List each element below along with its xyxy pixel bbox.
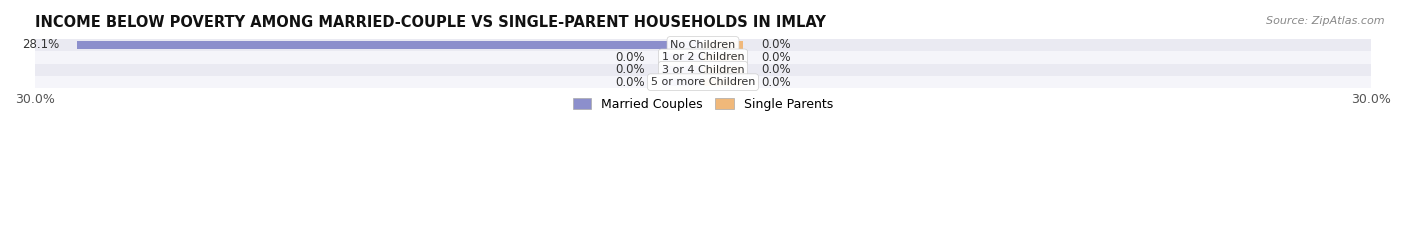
Legend: Married Couples, Single Parents: Married Couples, Single Parents — [568, 93, 838, 116]
Text: 0.0%: 0.0% — [616, 63, 645, 76]
Text: 0.0%: 0.0% — [616, 76, 645, 89]
Bar — [703, 78, 744, 86]
Text: 28.1%: 28.1% — [22, 38, 59, 51]
Text: 0.0%: 0.0% — [616, 51, 645, 64]
Bar — [35, 51, 1371, 64]
Bar — [662, 66, 703, 74]
Bar — [35, 76, 1371, 88]
Text: 1 or 2 Children: 1 or 2 Children — [662, 52, 744, 62]
Bar — [35, 64, 1371, 76]
Text: 0.0%: 0.0% — [761, 51, 790, 64]
Text: 3 or 4 Children: 3 or 4 Children — [662, 65, 744, 75]
Text: 0.0%: 0.0% — [761, 76, 790, 89]
Bar — [662, 54, 703, 61]
Bar — [662, 78, 703, 86]
Bar — [703, 41, 744, 49]
Bar — [77, 41, 703, 49]
Bar — [703, 66, 744, 74]
Text: 0.0%: 0.0% — [761, 63, 790, 76]
Text: INCOME BELOW POVERTY AMONG MARRIED-COUPLE VS SINGLE-PARENT HOUSEHOLDS IN IMLAY: INCOME BELOW POVERTY AMONG MARRIED-COUPL… — [35, 15, 825, 30]
Text: 5 or more Children: 5 or more Children — [651, 77, 755, 87]
Text: Source: ZipAtlas.com: Source: ZipAtlas.com — [1267, 16, 1385, 26]
Text: 0.0%: 0.0% — [761, 38, 790, 51]
Bar — [703, 54, 744, 61]
Bar — [35, 39, 1371, 51]
Text: No Children: No Children — [671, 40, 735, 50]
